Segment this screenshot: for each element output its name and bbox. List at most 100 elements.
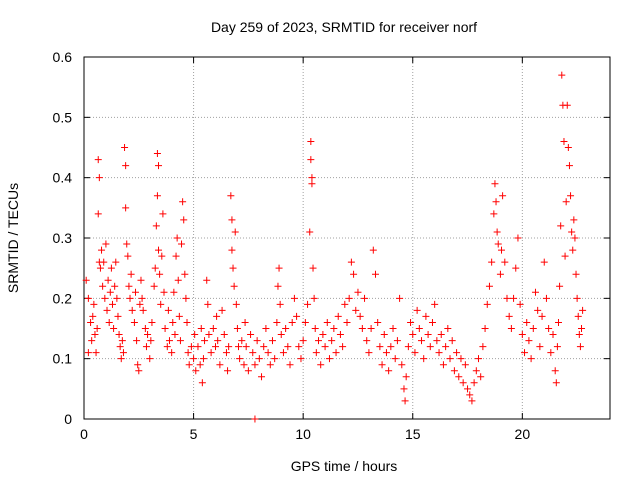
data-point <box>367 325 375 332</box>
data-point <box>448 337 456 345</box>
data-point <box>117 355 125 363</box>
data-point <box>262 325 270 332</box>
data-point <box>247 331 255 339</box>
data-point <box>251 361 259 369</box>
data-point <box>512 264 520 272</box>
data-point <box>556 282 564 290</box>
data-point <box>534 306 542 314</box>
data-point <box>418 337 426 345</box>
data-point <box>192 367 200 375</box>
data-point <box>260 343 268 351</box>
data-point <box>155 246 163 254</box>
data-point <box>230 282 238 290</box>
data-point <box>299 337 307 345</box>
data-point <box>334 312 342 320</box>
data-point <box>545 325 553 332</box>
data-point <box>428 318 436 326</box>
data-point <box>90 300 98 308</box>
data-point <box>173 234 181 242</box>
data-point <box>249 349 257 357</box>
data-point <box>398 361 406 369</box>
data-point <box>231 228 239 236</box>
data-point <box>551 367 559 375</box>
data-point <box>89 312 97 320</box>
data-point <box>214 337 222 345</box>
data-point <box>118 337 126 345</box>
data-point <box>563 101 571 109</box>
data-point <box>415 325 423 332</box>
data-point <box>126 294 134 302</box>
data-point <box>496 270 504 278</box>
data-point <box>102 240 110 248</box>
data-point <box>137 276 145 284</box>
data-point <box>439 361 447 369</box>
data-point <box>253 337 261 345</box>
data-point <box>232 300 240 308</box>
data-point <box>148 318 156 326</box>
data-point <box>332 349 340 357</box>
data-point <box>365 349 373 357</box>
data-point <box>183 318 191 326</box>
data-point <box>579 306 587 314</box>
data-point <box>106 288 114 296</box>
data-point <box>100 258 108 266</box>
data-point <box>393 337 401 345</box>
data-point <box>181 270 189 278</box>
data-point <box>461 361 469 369</box>
data-point <box>187 343 195 351</box>
data-point <box>336 331 344 339</box>
data-point <box>152 222 160 230</box>
data-point <box>111 282 119 290</box>
data-point <box>138 294 146 302</box>
data-point <box>213 312 221 320</box>
data-point <box>98 246 106 254</box>
data-point <box>113 294 121 302</box>
data-point <box>328 337 336 345</box>
data-point <box>424 331 432 339</box>
data-point <box>95 174 103 182</box>
data-point <box>277 331 285 339</box>
data-point <box>435 349 443 357</box>
data-point <box>153 192 161 200</box>
data-point <box>554 318 562 326</box>
data-point <box>82 276 90 284</box>
data-point <box>493 228 501 236</box>
data-point <box>228 216 236 224</box>
data-point <box>402 373 410 381</box>
data-point <box>91 331 99 339</box>
data-point <box>114 312 122 320</box>
data-point <box>444 325 452 332</box>
data-point <box>309 264 317 272</box>
data-point <box>105 318 113 326</box>
data-point <box>107 264 115 272</box>
data-point <box>498 246 506 254</box>
data-point <box>228 246 236 254</box>
data-point <box>564 144 572 151</box>
data-point <box>389 325 397 332</box>
data-point <box>529 325 537 332</box>
data-point <box>540 258 548 266</box>
data-point <box>572 270 580 278</box>
data-point <box>146 355 154 363</box>
data-point <box>433 337 441 345</box>
data-point <box>161 325 169 332</box>
data-point <box>227 192 235 200</box>
data-point <box>155 162 163 170</box>
data-point <box>308 174 316 182</box>
data-point <box>130 318 138 326</box>
data-point <box>123 240 131 248</box>
data-point <box>244 367 252 375</box>
data-point <box>240 361 248 369</box>
data-point <box>158 252 166 260</box>
data-point <box>562 198 570 206</box>
data-points <box>82 71 587 423</box>
data-point <box>481 325 489 332</box>
data-point <box>358 325 366 332</box>
data-point <box>391 355 399 363</box>
data-point <box>571 234 579 242</box>
data-point <box>490 210 498 218</box>
data-point <box>141 325 149 332</box>
data-point <box>176 337 184 345</box>
data-point <box>354 288 362 296</box>
data-point <box>567 192 575 200</box>
